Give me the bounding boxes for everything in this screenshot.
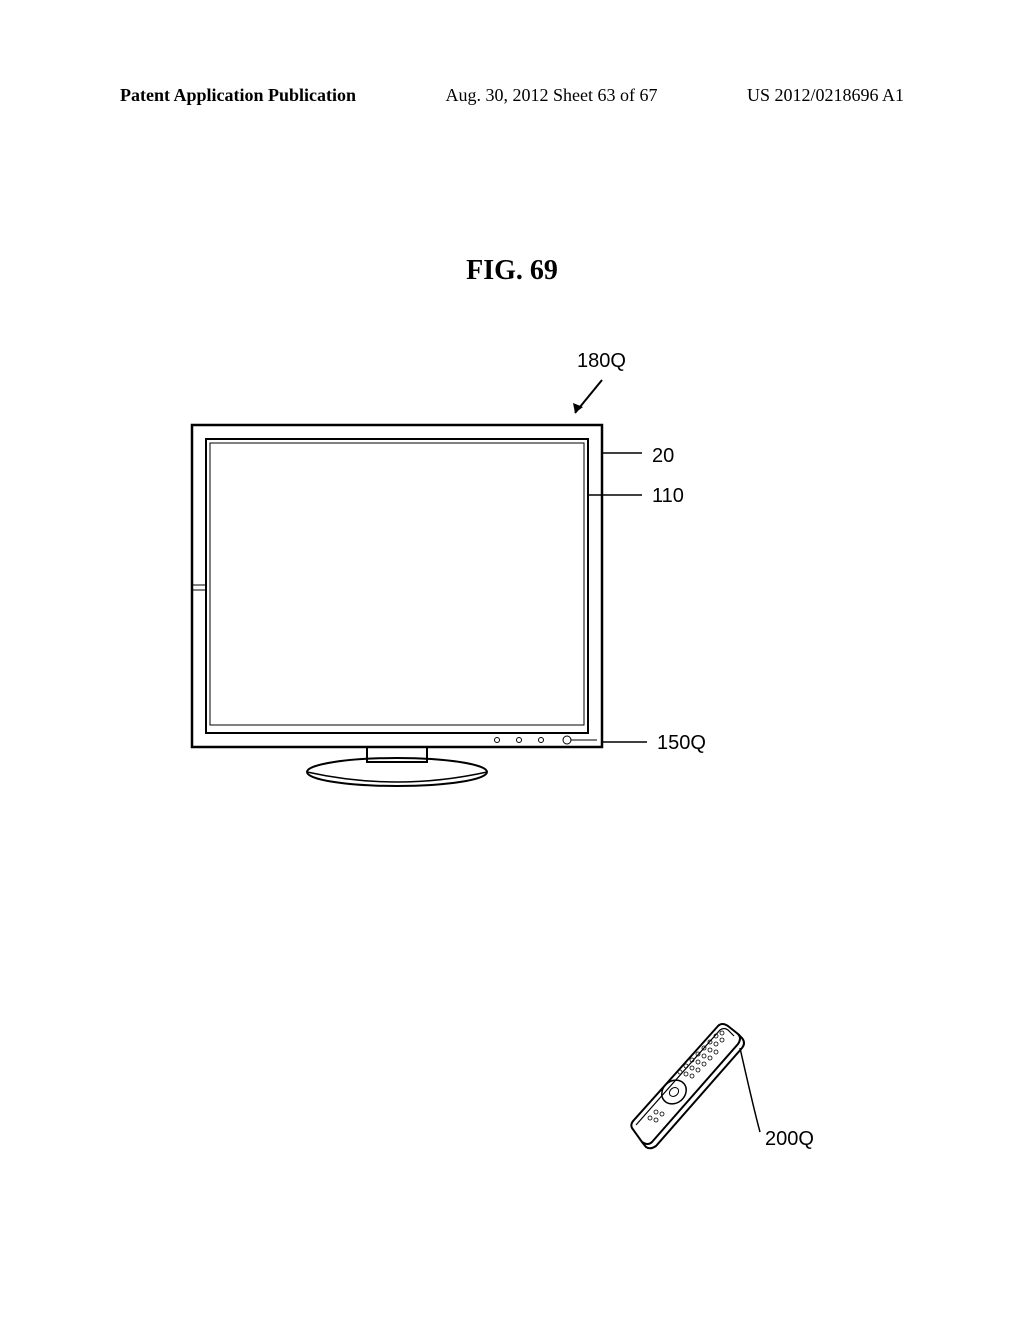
monitor-drawing bbox=[162, 340, 862, 840]
figure-title: FIG. 69 bbox=[466, 255, 558, 287]
ref-label-20: 20 bbox=[652, 445, 674, 468]
ref-label-150Q: 150Q bbox=[657, 732, 706, 755]
figure-container: 180Q 20 110 150Q 200Q bbox=[162, 340, 862, 1240]
ref-label-110: 110 bbox=[652, 485, 684, 508]
header-patent-number: US 2012/0218696 A1 bbox=[747, 85, 904, 106]
header-publication: Patent Application Publication bbox=[120, 85, 356, 106]
remote-drawing bbox=[622, 1020, 802, 1200]
ref-label-180Q: 180Q bbox=[577, 350, 626, 373]
header-date-sheet: Aug. 30, 2012 Sheet 63 of 67 bbox=[446, 85, 658, 106]
ref-label-200Q: 200Q bbox=[765, 1128, 814, 1151]
